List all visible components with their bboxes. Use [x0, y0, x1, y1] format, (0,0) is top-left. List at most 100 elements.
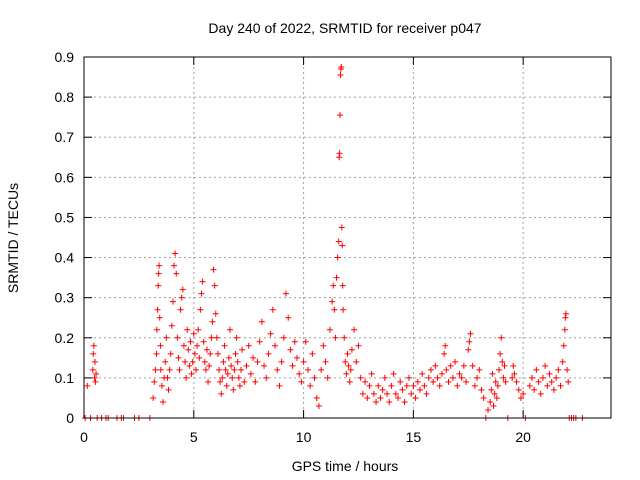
data-point	[218, 390, 225, 397]
data-point	[401, 398, 408, 405]
data-point	[515, 386, 522, 393]
data-point	[219, 374, 226, 381]
data-point	[449, 374, 456, 381]
data-point	[311, 374, 318, 381]
data-point	[184, 326, 191, 333]
data-point	[339, 242, 346, 249]
data-point	[347, 366, 354, 373]
data-point	[465, 346, 472, 353]
data-point	[493, 394, 500, 401]
data-point	[241, 378, 248, 385]
data-point	[91, 374, 98, 381]
data-point	[467, 330, 474, 337]
data-point	[213, 334, 220, 341]
data-point	[168, 322, 175, 329]
data-point	[324, 374, 331, 381]
data-point	[90, 350, 97, 357]
data-point	[491, 390, 498, 397]
data-point	[485, 406, 492, 413]
data-point	[272, 342, 279, 349]
data-point	[300, 358, 307, 365]
data-point	[562, 310, 569, 317]
data-point	[510, 362, 517, 369]
data-point	[276, 382, 283, 389]
data-point	[222, 366, 229, 373]
data-point	[318, 366, 325, 373]
data-point	[355, 342, 362, 349]
y-tick-label: 0.9	[55, 49, 75, 65]
data-point	[377, 394, 384, 401]
x-tick-label: 5	[190, 429, 198, 445]
data-point	[339, 282, 346, 289]
data-point	[517, 394, 524, 401]
data-point	[513, 378, 520, 385]
data-point	[416, 386, 423, 393]
data-point	[370, 390, 377, 397]
data-point	[548, 378, 555, 385]
data-point	[162, 358, 169, 365]
data-point	[497, 350, 504, 357]
data-point	[520, 390, 527, 397]
data-point	[313, 394, 320, 401]
data-point	[231, 366, 238, 373]
data-point	[500, 374, 507, 381]
data-point	[436, 382, 443, 389]
data-point	[351, 326, 358, 333]
data-point	[209, 318, 216, 325]
data-point	[189, 358, 196, 365]
data-point	[320, 342, 327, 349]
data-point	[392, 390, 399, 397]
data-point	[353, 358, 360, 365]
data-point	[561, 326, 568, 333]
data-point	[432, 362, 439, 369]
data-point	[562, 314, 569, 321]
data-point	[403, 382, 410, 389]
data-point	[425, 374, 432, 381]
y-tick-label: 0.5	[55, 209, 75, 225]
data-point	[166, 366, 173, 373]
data-point	[153, 350, 160, 357]
data-point	[480, 394, 487, 401]
data-point	[156, 262, 163, 269]
data-point	[157, 366, 164, 373]
data-point	[544, 382, 551, 389]
data-point	[421, 382, 428, 389]
data-point	[236, 382, 243, 389]
data-point	[174, 334, 181, 341]
data-point	[537, 390, 544, 397]
data-point	[154, 306, 161, 313]
data-point	[84, 382, 91, 389]
data-point	[338, 64, 345, 71]
data-point	[293, 354, 300, 361]
data-point	[233, 334, 240, 341]
data-point	[559, 358, 566, 365]
data-point	[235, 374, 242, 381]
data-point	[553, 374, 560, 381]
data-point	[234, 358, 241, 365]
data-point	[509, 374, 516, 381]
data-point	[200, 338, 207, 345]
data-point	[414, 378, 421, 385]
data-point	[205, 378, 212, 385]
data-point	[156, 314, 163, 321]
data-point	[93, 370, 100, 377]
data-point	[443, 366, 450, 373]
data-point	[408, 390, 415, 397]
data-point	[221, 342, 228, 349]
data-point	[337, 112, 344, 119]
data-point	[238, 366, 245, 373]
data-point	[364, 394, 371, 401]
data-point	[388, 382, 395, 389]
data-point	[330, 282, 337, 289]
data-point	[153, 326, 160, 333]
data-point	[201, 358, 208, 365]
data-point	[322, 358, 329, 365]
data-point	[342, 358, 349, 365]
data-point	[228, 362, 235, 369]
data-point	[164, 374, 171, 381]
data-point	[564, 366, 571, 373]
y-tick-label: 0.1	[55, 370, 75, 386]
data-point	[471, 382, 478, 389]
data-point	[466, 338, 473, 345]
data-point	[225, 354, 232, 361]
